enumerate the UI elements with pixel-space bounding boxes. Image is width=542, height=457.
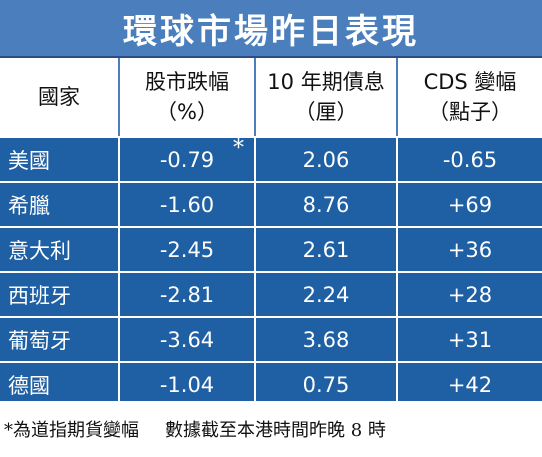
cds-change-cell: +28 bbox=[447, 282, 493, 307]
header-country-label: 國家 bbox=[38, 85, 80, 109]
header-bond-yield-label: 10 年期債息 bbox=[267, 70, 385, 94]
stock-drop-cell: -2.81 bbox=[120, 273, 256, 316]
country-cell: 美國 bbox=[0, 138, 120, 181]
country-cell: 西班牙 bbox=[0, 273, 120, 316]
title-bar: 環球市場昨日表現 bbox=[0, 0, 542, 58]
cds-change-cell: +42 bbox=[447, 372, 493, 397]
bond-yield-cell: 8.76 bbox=[256, 183, 398, 226]
table-row: 西班牙 -2.81 2.24 +28 bbox=[0, 271, 542, 316]
footnote-note: *為道指期貨變幅 bbox=[4, 420, 139, 441]
stock-drop-cell: -1.60 bbox=[120, 183, 256, 226]
header-cds-change-unit: （點子） bbox=[428, 100, 512, 124]
table-row: 德國 -1.04 0.75 +42 bbox=[0, 361, 542, 406]
bond-yield-cell: 3.68 bbox=[256, 318, 398, 361]
cds-change-cell: +31 bbox=[447, 327, 493, 352]
country-cell: 德國 bbox=[0, 363, 120, 406]
stock-drop-cell: -1.04 bbox=[120, 363, 256, 406]
table-row: 意大利 -2.45 2.61 +36 bbox=[0, 226, 542, 271]
table-header: 國家 股市跌幅 （%） 10 年期債息 （厘） CDS 變幅 （點子） bbox=[0, 58, 542, 136]
header-bond-yield: 10 年期債息 （厘） bbox=[256, 58, 398, 136]
stock-drop-cell: -0.79 * bbox=[120, 136, 256, 181]
header-stock-drop: 股市跌幅 （%） bbox=[120, 58, 256, 136]
table-body: 美國 -0.79 * 2.06 -0.65 希臘 -1.60 8.76 +69 … bbox=[0, 136, 542, 406]
stock-drop-value: -0.79 bbox=[159, 147, 215, 172]
cds-change-cell: +69 bbox=[447, 192, 493, 217]
footnote-marker: * bbox=[233, 136, 244, 161]
footnote: *為道指期貨變幅 數據截至本港時間昨晚 8 時 bbox=[0, 401, 542, 457]
cds-change-cell: +36 bbox=[447, 237, 493, 262]
header-country: 國家 bbox=[0, 58, 120, 136]
stock-drop-cell: -2.45 bbox=[120, 228, 256, 271]
country-cell: 葡萄牙 bbox=[0, 318, 120, 361]
table-row: 美國 -0.79 * 2.06 -0.65 bbox=[0, 136, 542, 181]
table-row: 葡萄牙 -3.64 3.68 +31 bbox=[0, 316, 542, 361]
table-row: 希臘 -1.60 8.76 +69 bbox=[0, 181, 542, 226]
header-cds-change-label: CDS 變幅 bbox=[423, 70, 517, 94]
bond-yield-cell: 2.61 bbox=[256, 228, 398, 271]
bond-yield-cell: 0.75 bbox=[256, 363, 398, 406]
stock-drop-cell: -3.64 bbox=[120, 318, 256, 361]
page-title: 環球市場昨日表現 bbox=[123, 11, 419, 52]
cds-change-cell: -0.65 bbox=[442, 147, 498, 172]
footnote-source-time: 數據截至本港時間昨晚 8 時 bbox=[165, 420, 386, 441]
header-cds-change: CDS 變幅 （點子） bbox=[398, 58, 542, 136]
header-stock-drop-label: 股市跌幅 bbox=[145, 70, 229, 94]
country-cell: 希臘 bbox=[0, 183, 120, 226]
bond-yield-cell: 2.24 bbox=[256, 273, 398, 316]
bond-yield-cell: 2.06 bbox=[256, 138, 398, 181]
country-cell: 意大利 bbox=[0, 228, 120, 271]
header-stock-drop-unit: （%） bbox=[156, 100, 218, 124]
header-bond-yield-unit: （厘） bbox=[294, 100, 358, 124]
